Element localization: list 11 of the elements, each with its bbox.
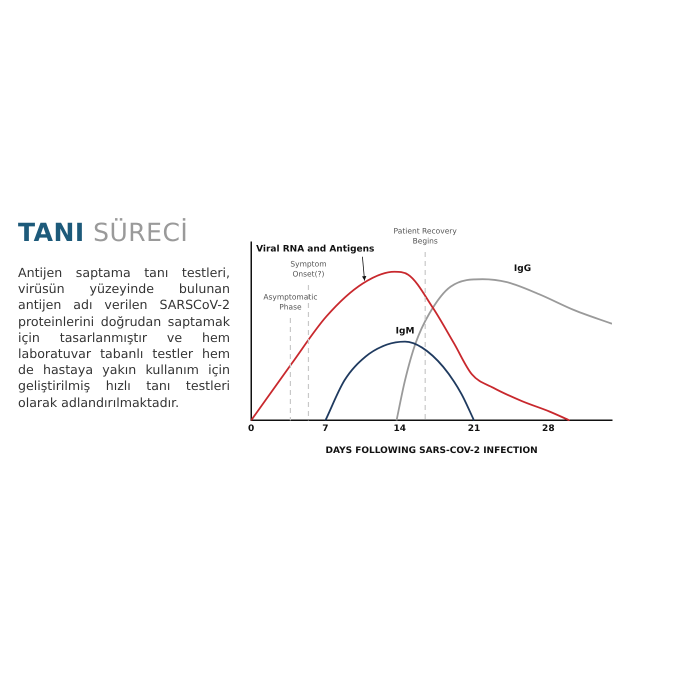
x-tick-label: 7 (322, 424, 329, 434)
x-axis-title: DAYS FOLLOWING SARS-COV-2 INFECTION (325, 446, 538, 456)
x-tick-label: 0 (248, 424, 254, 434)
series-label: IgM (396, 326, 414, 336)
text: TANI SÜRECİ (18, 218, 190, 247)
text: Antijen saptama tanı testleri, virüsün yüzeyinde bulunan antijen adı verilen SARSCoV-2 proteinlerini doğrudan saptamak için tasarlanmıştır ve hem laboratuvar tabanlı testler hem de hastaya yakın kullanım için geliştirilmiş hızlı tanı testleri olarak adlandırılmaktadır. (18, 265, 230, 410)
x-tick-label: 14 (393, 424, 406, 434)
x-tick-label: 28 (542, 424, 555, 434)
series-label: IgG (514, 264, 532, 274)
text: Viral RNA and Antigens (256, 244, 374, 255)
x-tick-label: 21 (468, 424, 480, 434)
